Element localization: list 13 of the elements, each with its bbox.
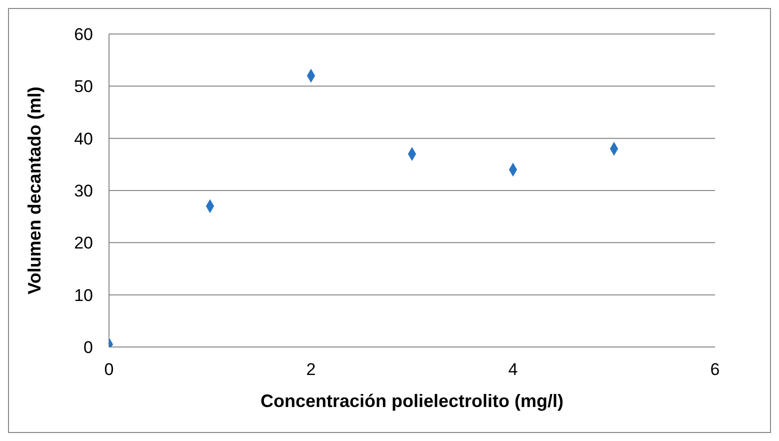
- x-tick-label: 2: [306, 360, 316, 380]
- y-axis-title: Volumen decantado (ml): [24, 86, 44, 294]
- y-tick-label: 60: [74, 25, 93, 44]
- x-axis-title: Concentración polielectrolito (mg/l): [260, 391, 564, 411]
- y-tick-label: 10: [74, 286, 93, 305]
- x-tick-label: 6: [710, 360, 720, 380]
- y-tick-label: 20: [74, 234, 93, 253]
- y-tick-label: 40: [74, 129, 93, 148]
- y-tick-label: 30: [74, 182, 93, 201]
- y-tick-label: 0: [84, 338, 93, 358]
- y-tick-label: 50: [74, 77, 93, 96]
- x-tick-label: 4: [508, 360, 518, 380]
- x-tick-label: 0: [104, 360, 114, 380]
